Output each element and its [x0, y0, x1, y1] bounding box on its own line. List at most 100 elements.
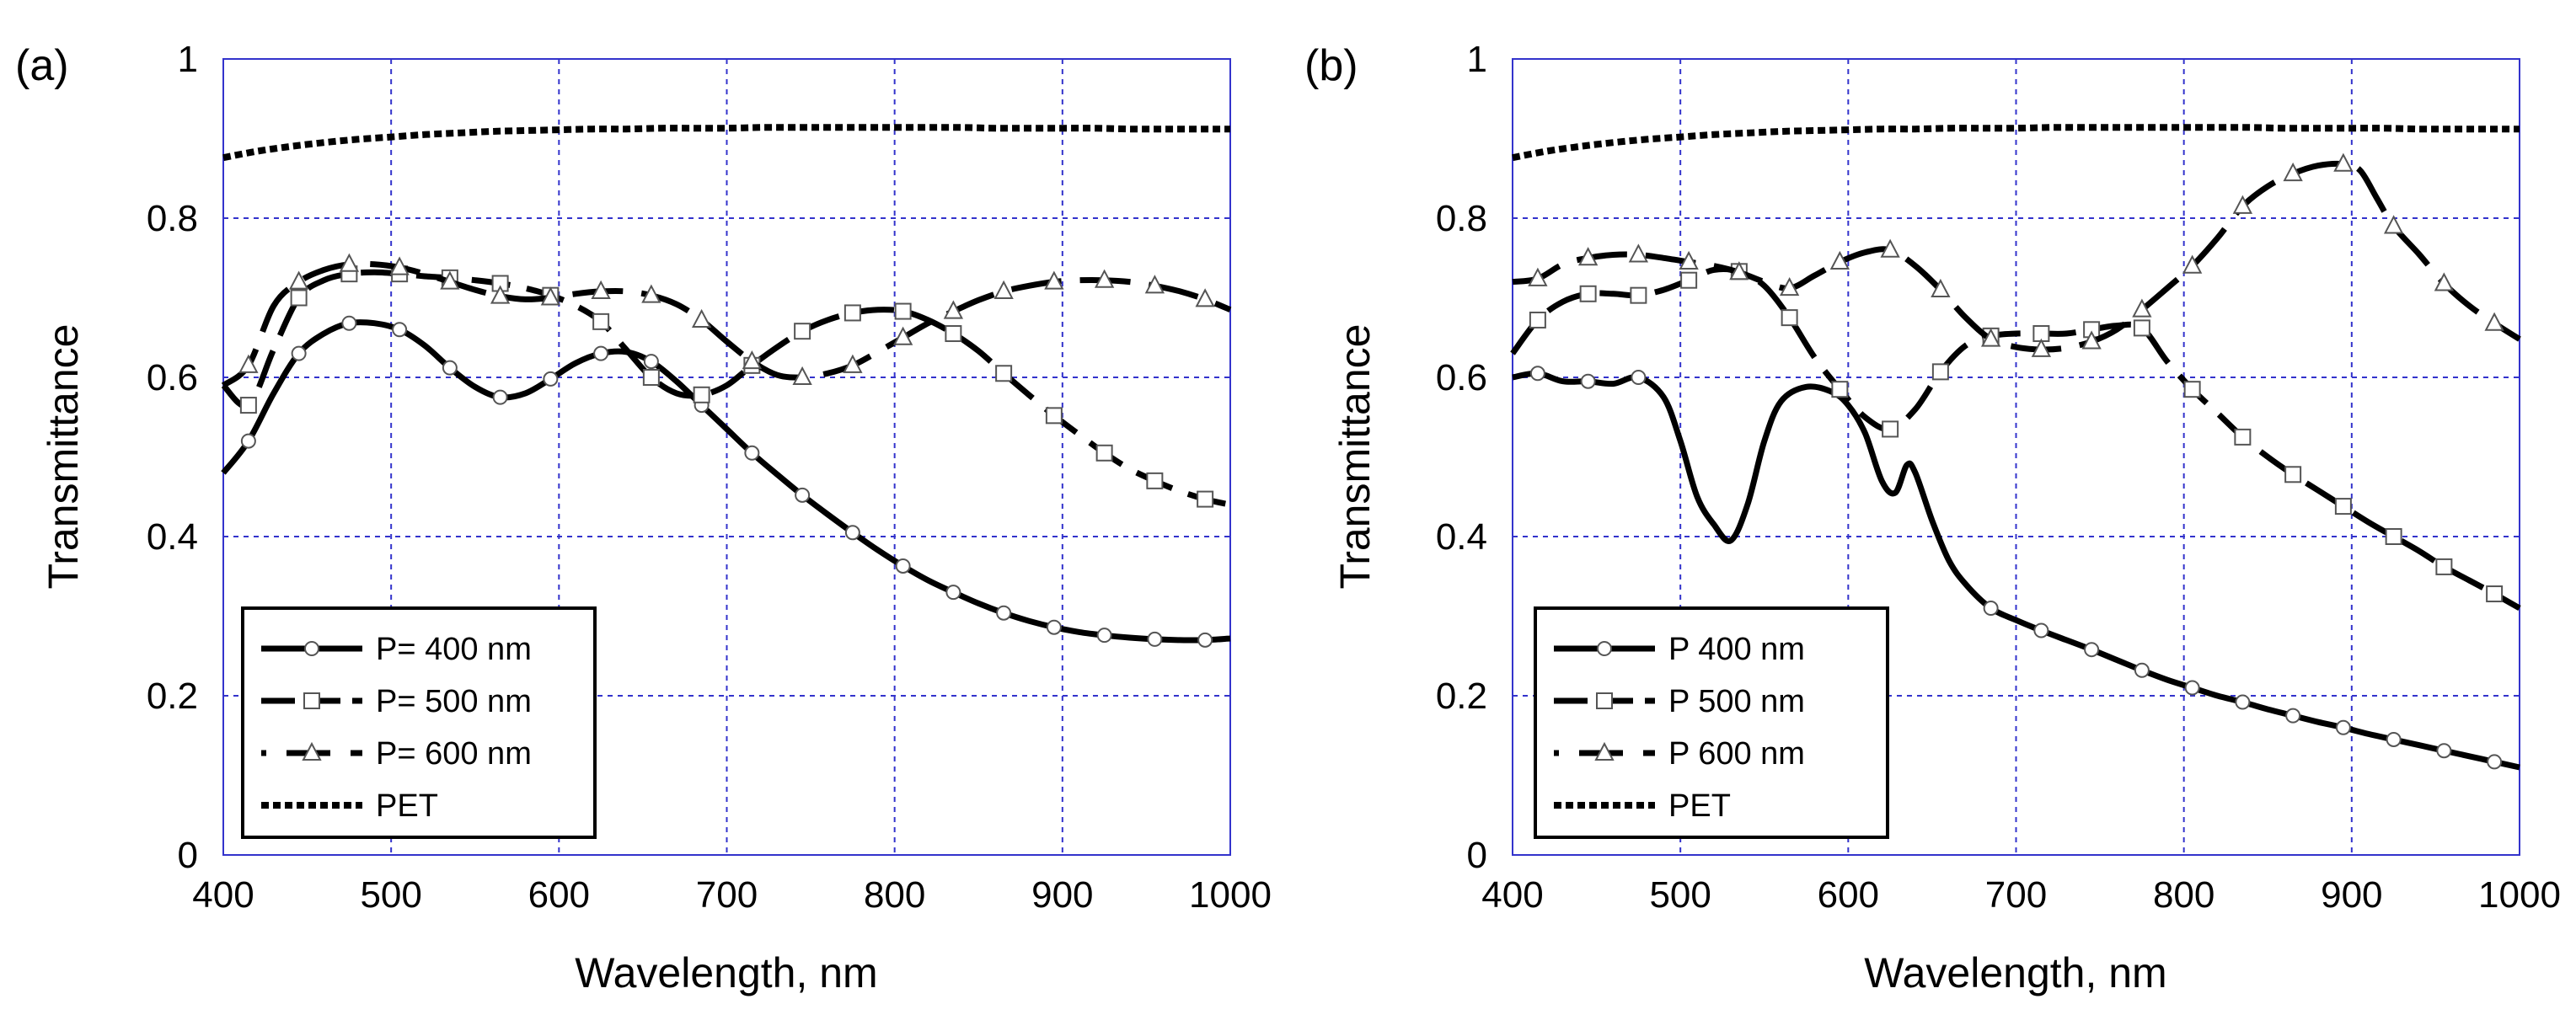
data-point-square	[2133, 319, 2150, 337]
panel-label: (b)	[1304, 41, 1358, 90]
data-point-triangle	[2182, 254, 2203, 274]
data-point-triangle	[1628, 243, 1649, 263]
data-point-triangle	[2333, 152, 2354, 172]
data-point-square	[1197, 490, 1214, 508]
y-axis-title: Transmittance	[1331, 324, 1379, 590]
series-line	[221, 319, 1231, 644]
series-p-600-nm	[221, 253, 1232, 388]
panel-b: 400 500 600 700 800 900 1000 0 0.2 0.4 0.6 0.8 1 Wave…	[1304, 39, 2561, 996]
x-tick-label: 800	[2153, 874, 2215, 916]
data-point-circle	[1046, 619, 1062, 635]
data-point-square	[843, 304, 861, 322]
data-point-triangle	[389, 256, 410, 275]
legend-marker	[302, 741, 322, 761]
data-point-circle	[2033, 622, 2049, 638]
data-point-triangle	[1144, 275, 1165, 294]
data-point-circle	[2235, 694, 2251, 710]
data-point-square	[2334, 498, 2352, 516]
data-point-square	[2183, 381, 2201, 398]
data-point-square	[1630, 286, 1647, 304]
x-tick-label: 900	[2321, 874, 2382, 916]
x-tick-label: 400	[1481, 874, 1543, 916]
data-point-circle	[996, 605, 1012, 621]
data-point-circle	[1147, 631, 1163, 647]
data-point-triangle	[1195, 288, 1215, 307]
x-tick-label: 700	[1985, 874, 2047, 916]
data-point-circle	[2436, 743, 2452, 759]
data-point-triangle	[1779, 277, 1800, 296]
legend-marker	[304, 641, 319, 656]
data-point-triangle	[1577, 247, 1599, 266]
y-tick-label: 0.6	[1436, 357, 1487, 398]
data-point-circle	[795, 487, 811, 503]
data-point-triangle	[540, 286, 561, 306]
data-point-triangle	[742, 350, 763, 370]
legend-marker	[303, 692, 320, 709]
data-point-circle	[392, 322, 408, 338]
data-point-circle	[442, 360, 458, 376]
data-point-triangle	[2031, 338, 2052, 357]
y-tick-label: 0.8	[1436, 198, 1487, 239]
legend-label: P= 600 nm	[376, 736, 532, 772]
data-point-triangle	[943, 300, 964, 319]
data-point-square	[1831, 381, 1849, 398]
data-point-circle	[1096, 628, 1112, 644]
data-point-square	[894, 302, 912, 320]
data-point-circle	[643, 354, 659, 370]
data-point-triangle	[440, 270, 460, 290]
data-point-square	[592, 313, 610, 330]
y-tick-label: 0	[1467, 835, 1487, 876]
x-axis-title: Wavelength, nm	[575, 949, 877, 996]
data-point-triangle	[1829, 250, 1850, 270]
data-point-square	[2385, 528, 2402, 545]
x-axis-title: Wavelength, nm	[1864, 949, 2166, 996]
data-point-triangle	[2232, 195, 2253, 214]
data-point-square	[1529, 311, 1546, 329]
data-point-triangle	[892, 326, 913, 345]
data-point-circle	[744, 445, 760, 461]
data-point-circle	[2134, 662, 2150, 678]
series-line	[1512, 124, 2520, 162]
data-point-square	[2486, 585, 2504, 603]
data-point-circle	[2285, 708, 2301, 724]
data-point-triangle	[2484, 312, 2504, 331]
x-tick-label: 500	[1649, 874, 1711, 916]
data-point-circle	[543, 371, 559, 387]
data-point-triangle	[1528, 267, 1548, 286]
legend-label: P= 400 nm	[376, 632, 532, 667]
y-tick-label: 0.2	[147, 676, 198, 717]
data-point-circle	[2386, 731, 2402, 747]
data-point-triangle	[1679, 250, 1699, 270]
data-point-square	[1045, 407, 1063, 425]
y-tick-label: 0.8	[147, 198, 198, 239]
x-tick-label: 700	[696, 874, 758, 916]
data-point-circle	[895, 558, 911, 574]
panel-label: (a)	[15, 41, 69, 90]
x-tick-label: 500	[360, 874, 421, 916]
legend-label: P= 500 nm	[376, 684, 532, 719]
data-point-triangle	[2081, 330, 2102, 350]
data-point-square	[693, 386, 710, 403]
data-point-circle	[240, 433, 256, 449]
series-p-500-nm	[221, 265, 1231, 508]
y-axis-title: Transmittance	[40, 324, 87, 590]
x-tick-label: 900	[1031, 874, 1093, 916]
data-point-circle	[492, 389, 508, 405]
data-point-square	[945, 325, 962, 343]
data-point-triangle	[843, 354, 863, 373]
data-point-triangle	[1729, 261, 1749, 280]
data-point-circle	[2084, 642, 2100, 658]
data-point-square	[1095, 444, 1113, 462]
y-tick-label: 0	[178, 835, 198, 876]
data-point-triangle	[641, 284, 661, 303]
data-point-triangle	[993, 280, 1014, 299]
series-p-600-nm	[1512, 152, 2521, 357]
data-point-triangle	[1044, 270, 1064, 290]
y-tick-label: 0.2	[1436, 676, 1487, 717]
data-point-triangle	[2383, 215, 2404, 234]
data-point-triangle	[339, 253, 360, 272]
data-point-circle	[1580, 373, 1596, 389]
legend: P 400 nm P 500 nm P 600 nm PET	[1534, 606, 1889, 839]
legend-label: P 600 nm	[1668, 736, 1805, 772]
legend-label: P 500 nm	[1668, 684, 1805, 719]
